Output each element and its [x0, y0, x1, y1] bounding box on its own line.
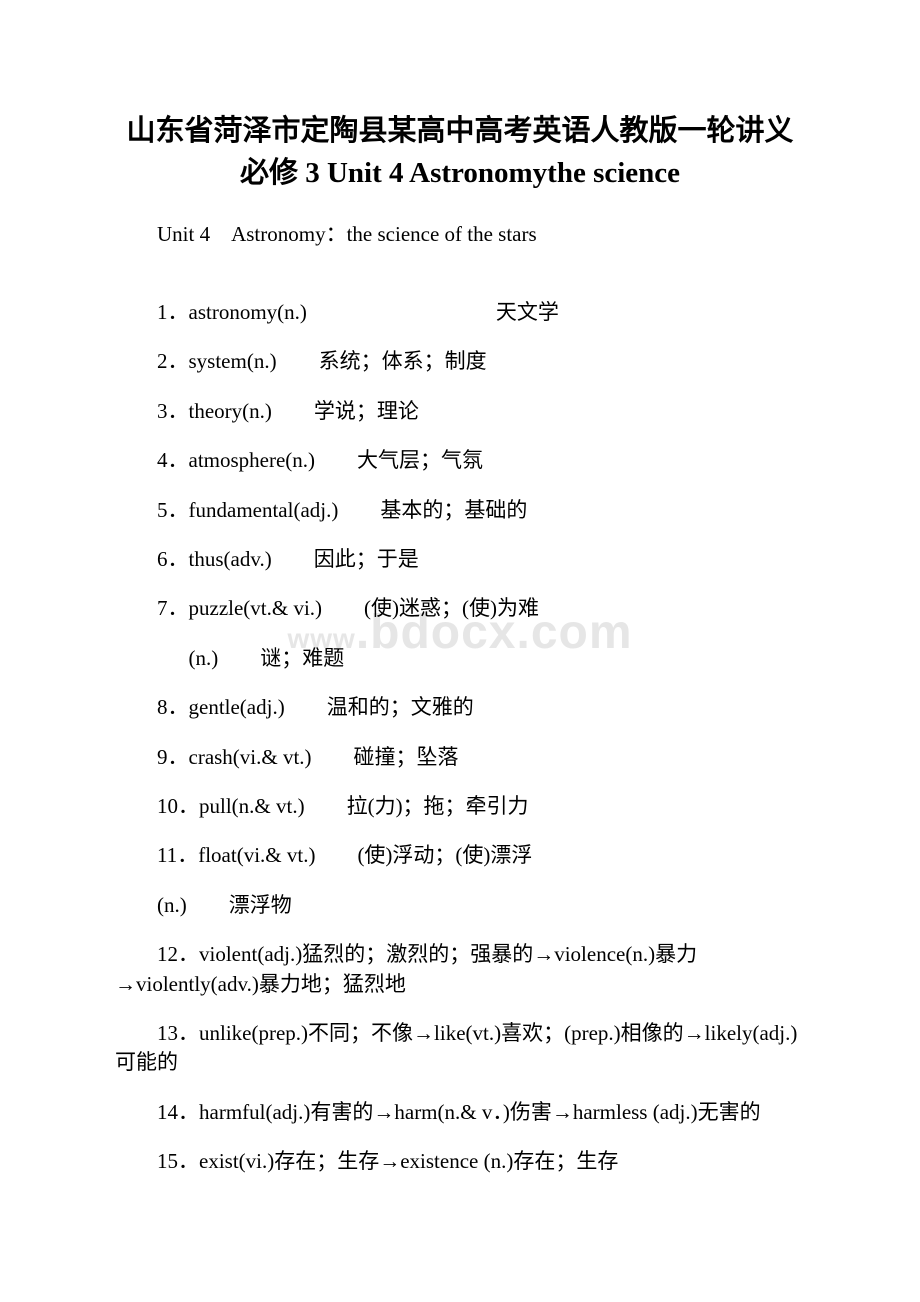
- vocab-item: 7．puzzle(vt.& vi.) (使)迷惑；(使)为难: [115, 594, 805, 623]
- vocab-subitem: (n.) 漂浮物: [115, 891, 805, 920]
- vocab-item: 10．pull(n.& vt.) 拉(力)；拖；牵引力: [115, 792, 805, 821]
- vocab-item: 9．crash(vi.& vt.) 碰撞；坠落: [115, 743, 805, 772]
- vocab-item: 11．float(vi.& vt.) (使)浮动；(使)漂浮: [115, 841, 805, 870]
- vocab-item: 14．harmful(adj.)有害的→harm(n.& v．)伤害→harml…: [115, 1098, 805, 1127]
- vocab-item: 1．astronomy(n.) 天文学: [115, 298, 805, 327]
- vocab-item: 4．atmosphere(n.) 大气层；气氛: [115, 446, 805, 475]
- vocab-item: 8．gentle(adj.) 温和的；文雅的: [115, 693, 805, 722]
- vocab-item: 15．exist(vi.)存在；生存→existence (n.)存在；生存: [115, 1147, 805, 1176]
- vocab-item: 5．fundamental(adj.) 基本的；基础的: [115, 496, 805, 525]
- vocab-item: 3．theory(n.) 学说；理论: [115, 397, 805, 426]
- vocab-item: 13．unlike(prep.)不同；不像→like(vt.)喜欢；(prep.…: [115, 1019, 805, 1078]
- vocab-subitem: (n.) 谜；难题: [115, 644, 805, 673]
- vocab-item: 2．system(n.) 系统；体系；制度: [115, 347, 805, 376]
- vocab-item: 12．violent(adj.)猛烈的；激烈的；强暴的→violence(n.)…: [115, 940, 805, 999]
- document-content: 山东省菏泽市定陶县某高中高考英语人教版一轮讲义必修 3 Unit 4 Astro…: [115, 110, 805, 1177]
- document-subtitle: Unit 4 Astronomy：the science of the star…: [115, 218, 805, 248]
- vocab-item: 6．thus(adv.) 因此；于是: [115, 545, 805, 574]
- document-title: 山东省菏泽市定陶县某高中高考英语人教版一轮讲义必修 3 Unit 4 Astro…: [115, 110, 805, 194]
